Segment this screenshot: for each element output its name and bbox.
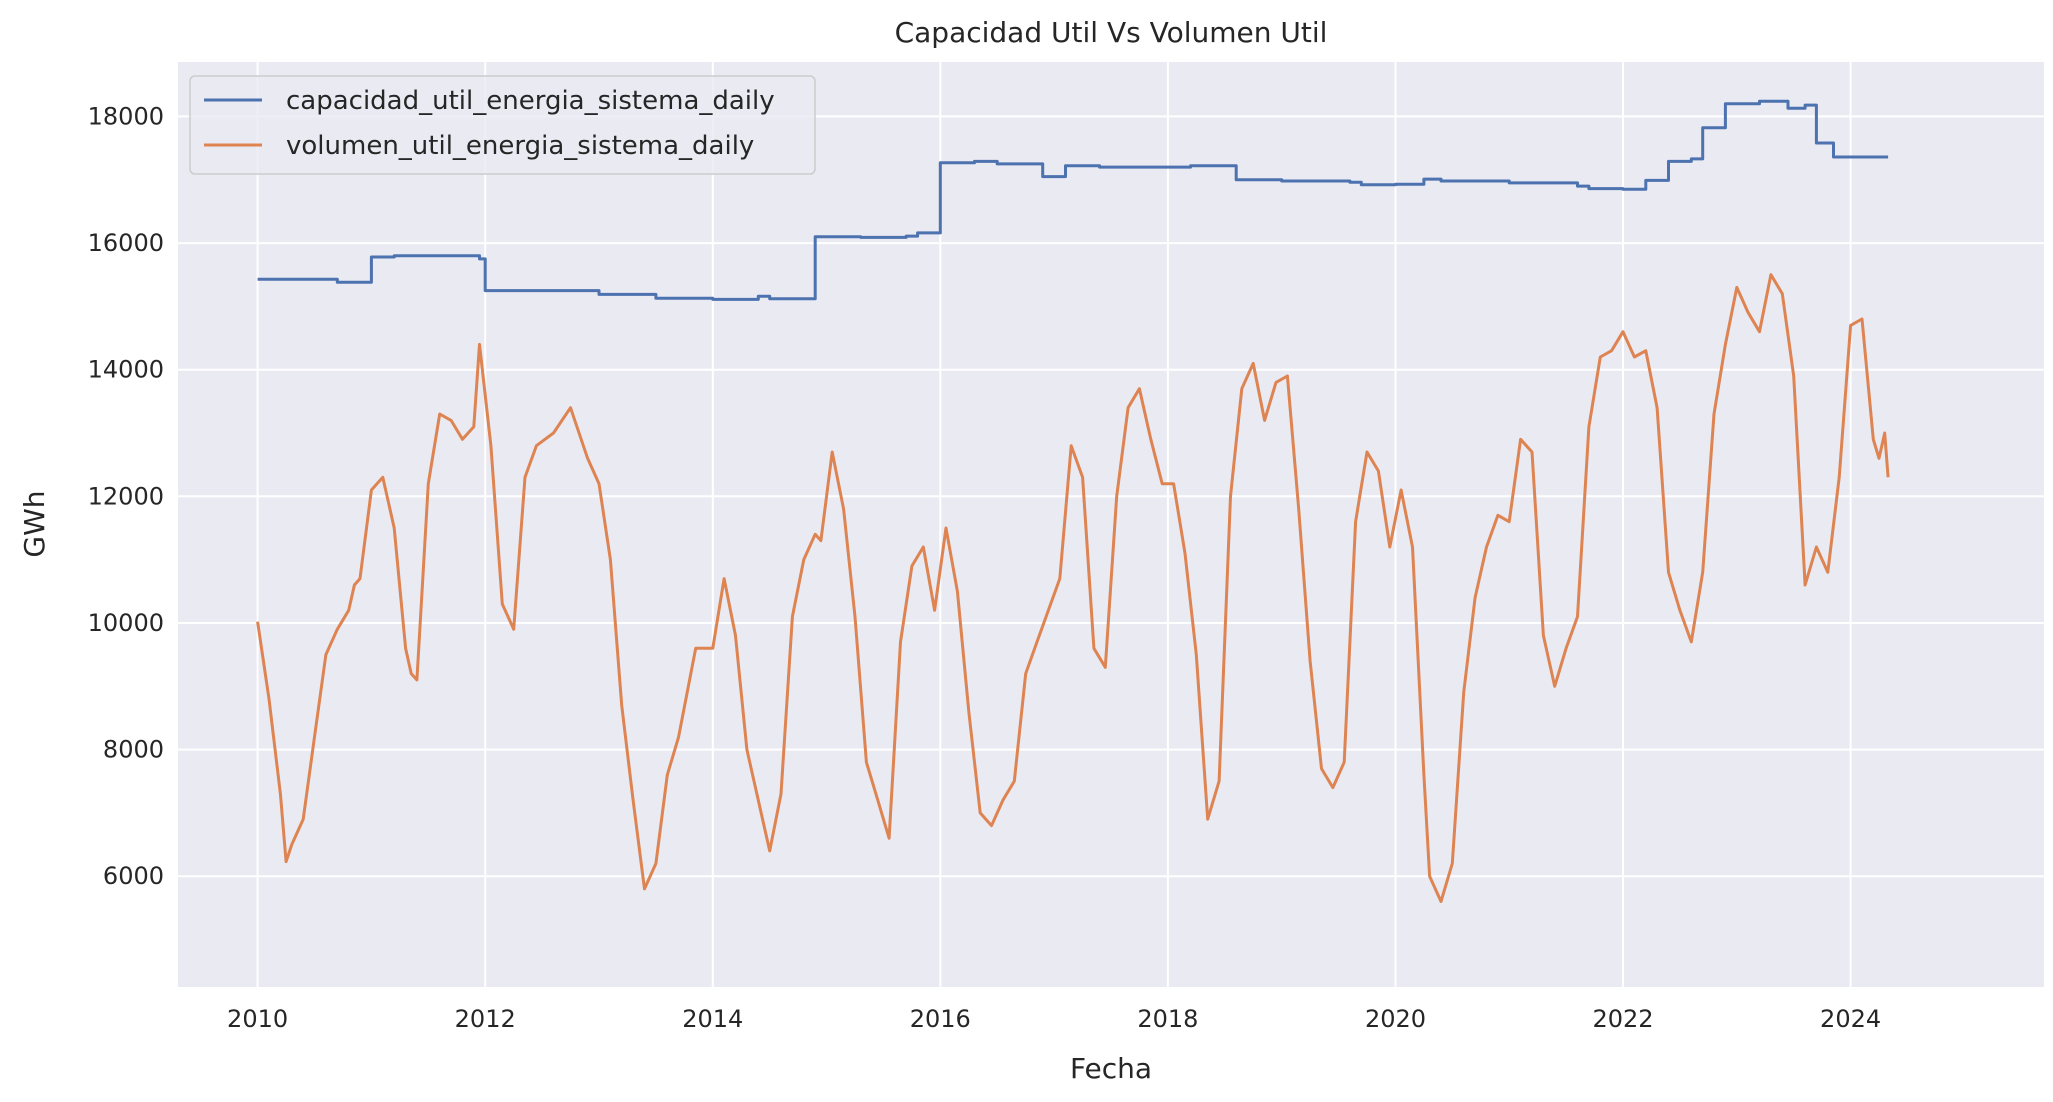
y-axis: 6000 8000 10000 12000 14000 16000 18000 (88, 102, 164, 890)
x-axis: 2010 2012 2014 2016 2018 2020 2022 2024 (227, 1005, 1881, 1033)
chart-title: Capacidad Util Vs Volumen Util (895, 16, 1328, 49)
plot-area (178, 62, 2044, 987)
x-tick-label: 2024 (1820, 1005, 1881, 1033)
y-tick-label: 16000 (88, 229, 164, 257)
series-line-1 (256, 273, 1890, 903)
x-tick-label: 2010 (227, 1005, 288, 1033)
y-tick-label: 6000 (103, 862, 164, 890)
x-tick-label: 2012 (455, 1005, 516, 1033)
legend-box (189, 75, 816, 175)
y-axis-label: GWh (18, 490, 51, 557)
y-tick-label: 10000 (88, 609, 164, 637)
series-group (256, 99, 1890, 903)
grid (178, 62, 2044, 987)
x-tick-label: 2018 (1137, 1005, 1198, 1033)
y-tick-label: 12000 (88, 482, 164, 510)
legend-label-volumen: volumen_util_energia_sistema_daily (286, 131, 754, 161)
legend: capacidad_util_energia_sistema_daily vol… (189, 75, 816, 175)
y-tick-label: 18000 (88, 102, 164, 130)
legend-label-capacidad: capacidad_util_energia_sistema_daily (286, 86, 775, 116)
x-axis-label: Fecha (1070, 1052, 1152, 1085)
y-tick-label: 14000 (88, 356, 164, 384)
x-tick-label: 2020 (1365, 1005, 1426, 1033)
y-tick-label: 8000 (103, 736, 164, 764)
x-tick-label: 2016 (910, 1005, 971, 1033)
x-tick-label: 2014 (682, 1005, 743, 1033)
series-line-0 (257, 99, 1889, 301)
x-tick-label: 2022 (1592, 1005, 1653, 1033)
